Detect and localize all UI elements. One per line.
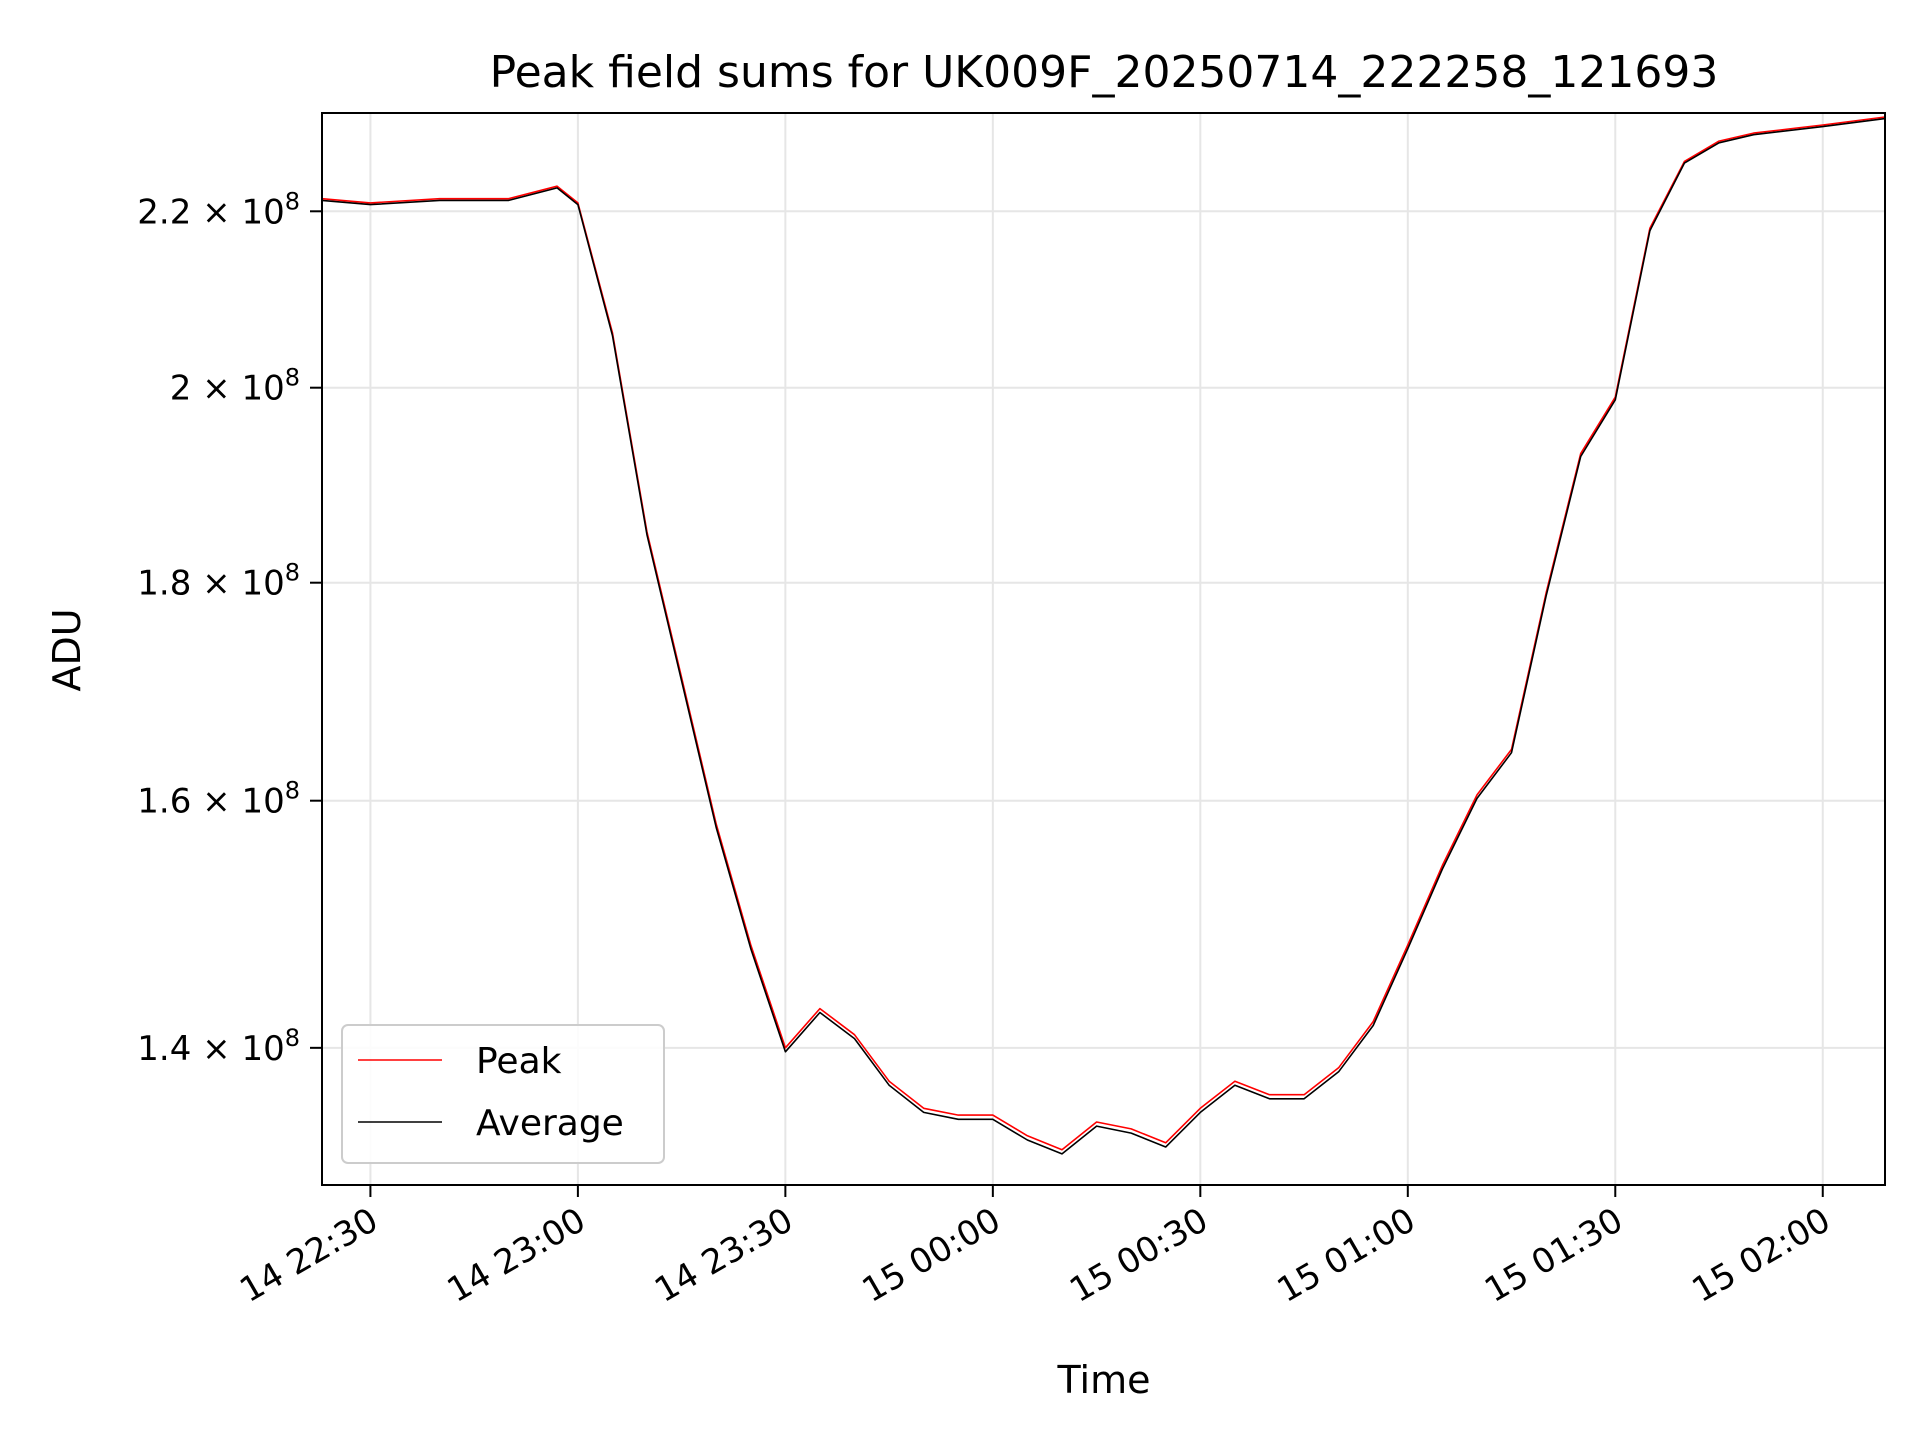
x-tick-label: 15 01:30 bbox=[1478, 1200, 1630, 1311]
legend: Peak Average bbox=[341, 1024, 665, 1164]
x-tick-label: 15 01:00 bbox=[1271, 1200, 1423, 1311]
x-tick-label: 14 23:30 bbox=[648, 1200, 800, 1311]
plot-frame bbox=[321, 112, 1886, 1186]
y-axis-title: ADU bbox=[45, 608, 89, 691]
series-line-peak bbox=[321, 116, 1886, 1151]
grid bbox=[322, 113, 1885, 1185]
x-tick-label: 15 00:00 bbox=[856, 1200, 1008, 1311]
y-axis: 1.4 × 108 1.6 × 108 1.8 × 108 2 × 108 2.2 × … bbox=[137, 187, 322, 1069]
y-tick-label: 1.6 × 108 bbox=[137, 777, 300, 822]
x-tick-label: 15 02:00 bbox=[1686, 1200, 1838, 1311]
x-tick-label: 15 00:30 bbox=[1063, 1200, 1215, 1311]
series-line-average bbox=[321, 117, 1886, 1155]
x-tick-label: 14 23:00 bbox=[441, 1200, 593, 1311]
x-tick-label: 14 22:30 bbox=[233, 1200, 385, 1311]
legend-label-average: Average bbox=[476, 1103, 624, 1144]
y-tick-label: 1.8 × 108 bbox=[137, 559, 300, 604]
x-axis: 14 22:30 14 23:00 14 23:30 15 00:00 15 00:30… bbox=[233, 1185, 1837, 1311]
x-axis-title: Time bbox=[1057, 1358, 1151, 1402]
chart-title: Peak field sums for UK009F_20250714_2222… bbox=[490, 47, 1719, 98]
series-layer bbox=[321, 116, 1886, 1155]
y-tick-label: 2.2 × 108 bbox=[137, 187, 300, 232]
y-tick-label: 2 × 108 bbox=[170, 364, 300, 409]
legend-label-peak: Peak bbox=[476, 1041, 562, 1082]
y-tick-label: 1.4 × 108 bbox=[137, 1024, 300, 1069]
